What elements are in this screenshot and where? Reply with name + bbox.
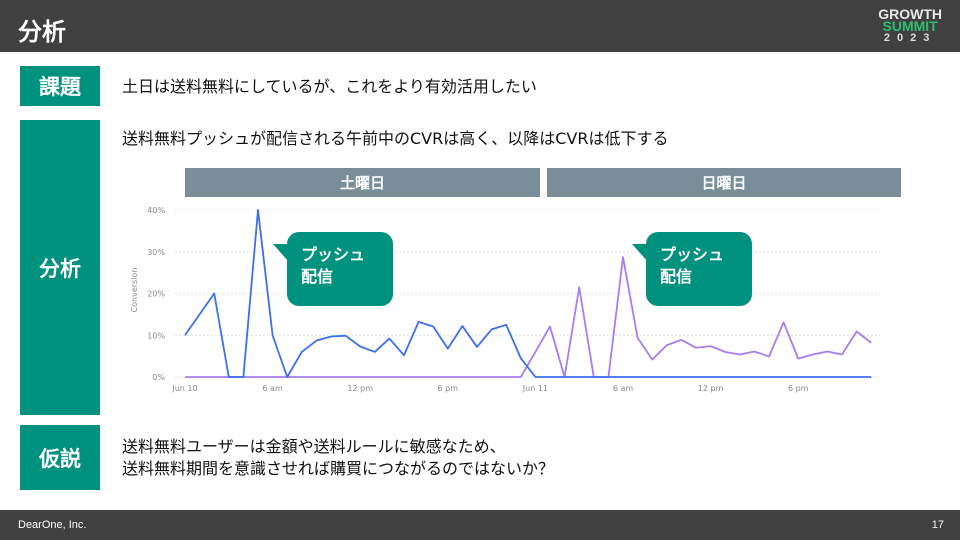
callout-line1: プッシュ bbox=[660, 245, 725, 264]
x-tick-label: Jun 10 bbox=[171, 384, 197, 393]
hypothesis-label: 仮説 bbox=[20, 425, 100, 490]
callout-line2: 配信 bbox=[660, 267, 693, 286]
saturday-header: 土曜日 bbox=[185, 168, 540, 197]
page-number: 17 bbox=[931, 519, 944, 531]
x-tick-label: 6 pm bbox=[788, 384, 809, 393]
series-line-0 bbox=[184, 209, 872, 378]
x-tick-label: 12 pm bbox=[347, 384, 373, 393]
page-title: 分析 bbox=[18, 18, 66, 46]
logo-line3: 2023 bbox=[883, 32, 937, 44]
header-bar: 分析 GROWTH SUMMIT 2023 bbox=[0, 0, 960, 52]
y-tick-label: 20% bbox=[147, 290, 165, 299]
y-tick-label: 30% bbox=[147, 248, 165, 257]
x-tick-label: 6 am bbox=[613, 384, 634, 393]
push-callout-sunday: プッシュ 配信 bbox=[632, 232, 752, 306]
y-tick-label: 40% bbox=[147, 206, 165, 215]
logo-line1: GROWTH bbox=[878, 6, 942, 22]
growth-summit-logo: GROWTH SUMMIT 2023 bbox=[878, 6, 942, 44]
analysis-label: 分析 bbox=[20, 120, 100, 415]
footer-bar: DearOne, Inc. 17 bbox=[0, 510, 960, 540]
callout-line1: プッシュ bbox=[301, 245, 366, 264]
x-tick-label: 6 am bbox=[262, 384, 283, 393]
hypothesis-line2: 送料無料期間を意識させれば購買につながるのではないか？ bbox=[122, 459, 555, 478]
issue-text: 土日は送料無料にしているが、これをより有効活用したい bbox=[122, 77, 537, 96]
logo-line2: SUMMIT bbox=[882, 18, 938, 34]
push-callout-saturday: プッシュ 配信 bbox=[273, 232, 393, 306]
analysis-text: 送料無料プッシュが配信される午前中のCVRは高く、以降はCVRは低下する bbox=[122, 129, 669, 148]
callout-line2: 配信 bbox=[301, 267, 334, 286]
series-line-1 bbox=[185, 256, 872, 378]
x-tick-label: 12 pm bbox=[698, 384, 724, 393]
sunday-header: 日曜日 bbox=[547, 168, 901, 197]
hypothesis-line1: 送料無料ユーザーは金額や送料ルールに敏感なため、 bbox=[122, 437, 506, 456]
x-tick-label: 6 pm bbox=[438, 384, 459, 393]
company-name: DearOne, Inc. bbox=[18, 519, 87, 531]
issue-label: 課題 bbox=[20, 66, 100, 106]
y-axis-label: Conversion bbox=[130, 268, 139, 313]
hypothesis-text: 送料無料ユーザーは金額や送料ルールに敏感なため、 送料無料期間を意識させれば購買… bbox=[122, 436, 554, 480]
y-tick-label: 10% bbox=[147, 331, 165, 340]
y-tick-label: 0% bbox=[152, 373, 165, 382]
x-tick-label: Jun 11 bbox=[522, 384, 548, 393]
